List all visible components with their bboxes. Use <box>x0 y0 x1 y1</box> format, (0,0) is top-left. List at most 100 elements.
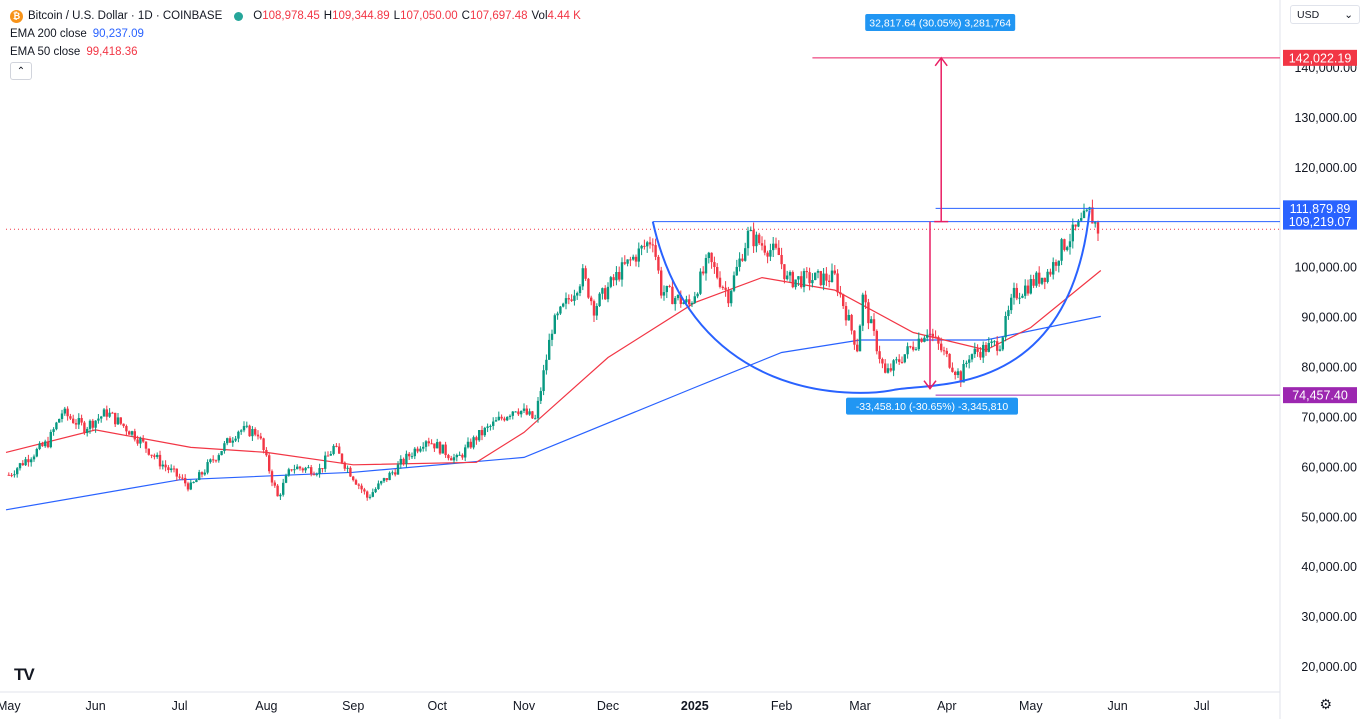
candle-body <box>559 306 562 314</box>
candle-body <box>335 445 338 447</box>
candle-body <box>343 462 346 469</box>
candle-body <box>329 453 332 456</box>
candle-body <box>296 466 299 470</box>
candle-body <box>130 431 134 435</box>
candle-body <box>861 294 864 326</box>
candle-body <box>674 298 677 305</box>
candle-body <box>940 343 943 351</box>
x-tick-label: May <box>1019 699 1043 713</box>
candle-body <box>671 286 674 305</box>
ema50-line <box>5 270 1102 466</box>
candle-body <box>724 287 727 290</box>
candle-body <box>592 301 596 316</box>
candle-body <box>1007 310 1010 317</box>
candle-body <box>388 472 391 481</box>
x-tick-label: Aug <box>255 699 277 713</box>
candle-body <box>1046 271 1049 282</box>
candle-body <box>668 285 671 287</box>
x-tick-label: Sep <box>342 699 364 713</box>
candle-body <box>394 472 397 475</box>
candle-body <box>590 297 593 302</box>
candle-body <box>878 351 881 360</box>
target-measure-label-box <box>865 14 1016 31</box>
candle-body <box>102 409 106 417</box>
candle-body <box>1015 287 1018 299</box>
candle-body <box>156 454 159 457</box>
candle-body <box>310 467 313 475</box>
candle-body <box>321 468 324 470</box>
candle-body <box>480 430 484 436</box>
candle-body <box>912 346 915 350</box>
candle-body <box>595 306 598 316</box>
gear-icon[interactable]: ⚙ <box>1319 696 1332 712</box>
candle-body <box>814 272 817 281</box>
candle-body <box>805 271 808 273</box>
candle-body <box>917 338 920 350</box>
candle-body <box>380 481 383 484</box>
candle-body <box>290 469 293 471</box>
candle-body <box>626 259 629 264</box>
market-status-dot-icon <box>234 11 244 21</box>
candle-body <box>688 299 691 305</box>
candle-body <box>408 453 411 457</box>
candle-body <box>402 458 405 464</box>
candle-body <box>1077 220 1080 227</box>
candle-body <box>198 472 201 481</box>
candle-body <box>744 248 747 261</box>
candle-body <box>802 271 806 288</box>
candle-body <box>525 408 528 415</box>
currency-select[interactable]: USD ⌄ <box>1290 5 1360 24</box>
candle-body <box>620 262 624 280</box>
collapse-legend-button[interactable]: ⌃ <box>10 62 32 80</box>
candle-body <box>472 437 475 448</box>
candle-body <box>777 247 780 255</box>
candle-body <box>114 412 117 425</box>
candle-body <box>170 468 173 471</box>
level-label-high: 111,879.89 <box>1290 202 1351 216</box>
candle-body <box>968 359 971 363</box>
candle-body <box>111 412 114 414</box>
ema50-row[interactable]: EMA 50 close 99,418.36 <box>10 43 585 61</box>
candle-body <box>528 411 531 415</box>
candle-body <box>682 302 685 305</box>
level-label-box-low <box>1283 387 1357 404</box>
candle-body <box>1001 337 1004 350</box>
candle-body <box>755 234 758 247</box>
candle-body <box>184 477 187 484</box>
candle-body <box>508 415 512 418</box>
candle-body <box>24 459 27 466</box>
candle-body <box>396 464 400 475</box>
ema50-label: EMA 50 close <box>10 46 81 58</box>
candle-body <box>920 338 923 342</box>
candle-body <box>338 446 341 454</box>
candle-body <box>422 446 425 449</box>
candle-body <box>870 319 873 324</box>
candle-body <box>1029 279 1032 294</box>
symbol-row: ₿ Bitcoin / U.S. Dollar · 1D · COINBASE … <box>10 7 585 25</box>
candle-body <box>900 361 904 363</box>
candle-body <box>766 252 769 257</box>
symbol-title[interactable]: Bitcoin / U.S. Dollar · 1D · COINBASE <box>28 10 223 22</box>
candle-body <box>60 413 64 420</box>
candle-body <box>898 359 901 362</box>
candle-body <box>576 293 579 296</box>
y-tick-label: 20,000.00 <box>1301 660 1357 674</box>
candle-body <box>951 367 954 372</box>
candle-body <box>158 454 162 467</box>
candle-body <box>884 363 887 373</box>
candle-body <box>424 441 428 447</box>
candle-body <box>618 271 621 280</box>
candle-body <box>629 259 632 261</box>
candle-body <box>1026 285 1030 294</box>
candle-body <box>584 268 587 279</box>
x-tick-label: Jul <box>1194 699 1210 713</box>
candle-body <box>640 245 643 249</box>
candle-body <box>735 266 738 276</box>
candle-body <box>774 243 778 248</box>
candle-body <box>91 420 94 428</box>
candle-body <box>352 476 355 481</box>
ema200-row[interactable]: EMA 200 close 90,237.09 <box>10 25 585 43</box>
candle-body <box>21 463 24 466</box>
